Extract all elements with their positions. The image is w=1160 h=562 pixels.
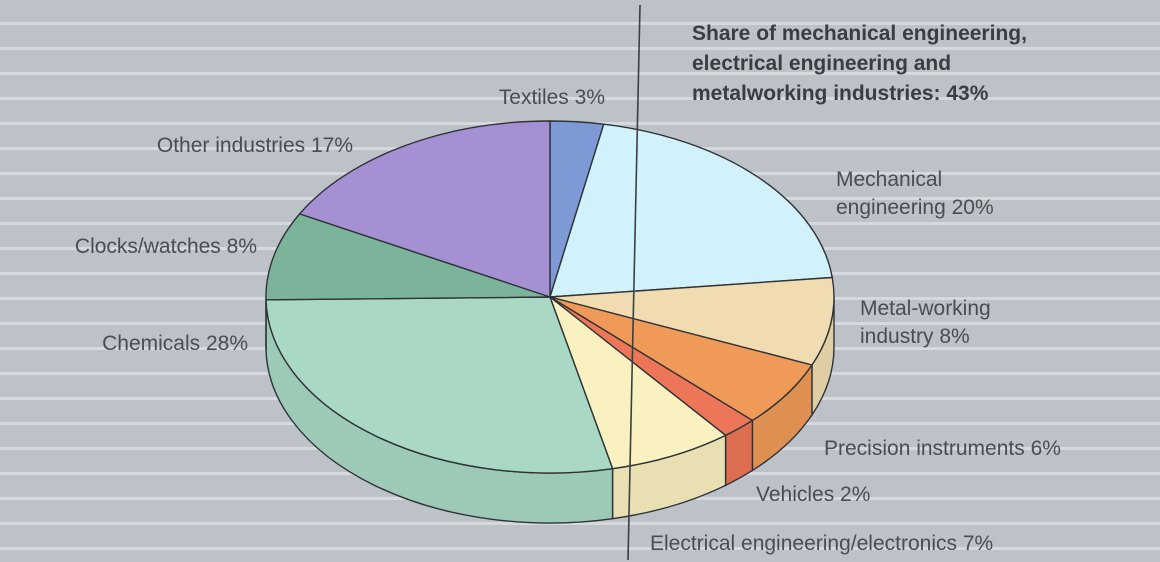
pie-top-layer xyxy=(265,120,835,474)
group-annotation-line-3: metalworking industries: 43% xyxy=(692,82,989,105)
slice-label-chemicals: Chemicals 28% xyxy=(102,332,248,355)
slice-label-metal-working-industry: Metal-working industry 8% xyxy=(860,297,991,348)
slice-label-textiles: Textiles 3% xyxy=(499,86,605,109)
slice-label-precision-instruments: Precision instruments 6% xyxy=(824,437,1061,460)
pie-slice-clocks-watches xyxy=(265,213,551,301)
group-annotation-line-2: electrical engineering and xyxy=(692,52,951,75)
slice-label-mechanical-engineering: Mechanical engineering 20% xyxy=(836,168,994,219)
group-annotation-line-1: Share of mechanical engineering, xyxy=(692,22,1027,45)
slice-label-other-industries: Other industries 17% xyxy=(157,134,353,157)
pie-slice-mechanical-engineering xyxy=(549,123,833,298)
slice-labels: Textiles 3% Mechanical engineering 20% Meta… xyxy=(75,86,1061,555)
pie-slice-metal-working-industry xyxy=(549,276,835,366)
group-divider-line xyxy=(627,4,641,561)
pie-slice-other-industries xyxy=(298,120,551,298)
slice-label-electrical-engineering-electronics: Electrical engineering/electronics 7% xyxy=(650,532,993,555)
pie-slice-chemicals xyxy=(265,296,614,474)
group-annotation: Share of mechanical engineering, electri… xyxy=(692,22,1033,105)
pie-slice-electrical-engineering-electronics xyxy=(549,296,727,470)
pie-depth-layer xyxy=(265,296,835,524)
slice-label-clocks-watches: Clocks/watches 8% xyxy=(75,235,257,258)
slice-label-vehicles: Vehicles 2% xyxy=(756,483,870,506)
